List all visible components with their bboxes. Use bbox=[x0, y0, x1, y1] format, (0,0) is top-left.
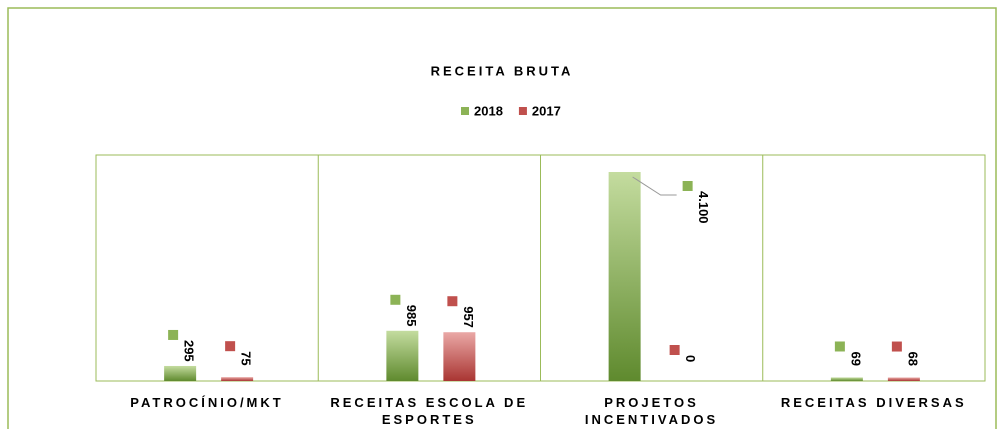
leader-line bbox=[632, 176, 677, 196]
data-label-key bbox=[891, 341, 902, 352]
data-label-key bbox=[390, 294, 401, 305]
legend-label: 2018 bbox=[474, 103, 503, 118]
data-label-key bbox=[834, 341, 845, 352]
data-label-key bbox=[447, 296, 458, 307]
category-label: RECEITAS ESCOLA DE ESPORTES bbox=[330, 395, 529, 427]
bar bbox=[887, 377, 920, 381]
bar bbox=[608, 172, 641, 381]
category-label: PATROCÍNIO/MKT bbox=[130, 395, 284, 410]
data-label: 4.100 bbox=[696, 191, 711, 224]
bar bbox=[443, 332, 476, 381]
category-label: RECEITAS DIVERSAS bbox=[780, 395, 967, 410]
category-label: PROJETOS INCENTIVADOS bbox=[584, 395, 719, 427]
bar bbox=[830, 377, 863, 381]
data-label: 75 bbox=[239, 351, 254, 365]
chart-border bbox=[7, 7, 997, 429]
chart-title: RECEITA BRUTA bbox=[431, 63, 574, 78]
data-label: 0 bbox=[683, 355, 698, 362]
bar bbox=[164, 365, 197, 381]
data-label-key bbox=[225, 341, 236, 352]
data-label-key bbox=[669, 345, 680, 355]
data-label-key bbox=[168, 329, 179, 340]
data-label: 295 bbox=[182, 340, 197, 362]
data-label: 957 bbox=[461, 306, 476, 328]
data-label: 985 bbox=[404, 305, 419, 327]
legend-label: 2017 bbox=[532, 103, 561, 118]
legend-key bbox=[461, 107, 469, 115]
legend-key bbox=[518, 107, 527, 115]
data-label: 69 bbox=[848, 351, 863, 365]
bar bbox=[221, 377, 254, 381]
bar bbox=[386, 330, 419, 381]
data-label: 68 bbox=[905, 352, 920, 366]
data-label-key bbox=[682, 181, 693, 191]
